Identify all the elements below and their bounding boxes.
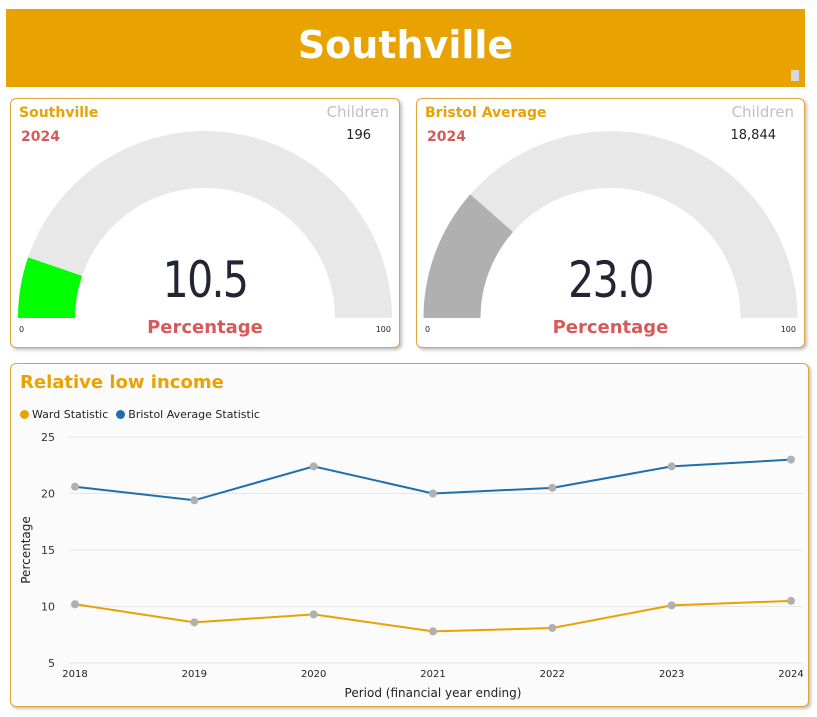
data-point-bristol <box>309 462 318 471</box>
x-tick-label: 2019 <box>182 669 207 680</box>
gauge-area-label: Bristol Average <box>425 105 547 121</box>
page-title: Southville <box>297 23 514 67</box>
chart-title: Relative low income <box>20 372 224 393</box>
x-tick-label: 2018 <box>62 669 87 680</box>
gauge-caption: Percentage <box>552 317 669 338</box>
gauge-fill <box>18 257 83 318</box>
gauge-year-label: 2024 <box>21 129 60 145</box>
gauge-max-label: 100 <box>780 325 796 334</box>
scroll-handle[interactable] <box>791 70 799 81</box>
gauge-max-label: 100 <box>375 325 391 334</box>
gauge-value: 10.5 <box>162 251 249 309</box>
data-point-ward <box>548 623 557 632</box>
gauge-track <box>423 131 798 318</box>
gauge-kind-label: Children <box>731 103 794 121</box>
gauge-min-label: 0 <box>19 325 25 334</box>
gauge-fill <box>423 194 513 318</box>
y-tick-label: 25 <box>41 431 55 444</box>
gauge-year-label: 2024 <box>427 129 466 145</box>
y-axis-label: Percentage <box>19 516 33 584</box>
gauge-min-label: 0 <box>425 325 431 334</box>
legend-swatch-bristol <box>116 410 126 419</box>
gauge-count-value: 196 <box>346 128 371 143</box>
x-tick-label: 2024 <box>778 669 803 680</box>
x-tick-label: 2020 <box>301 669 326 680</box>
data-point-ward <box>429 627 437 636</box>
x-tick-label: 2022 <box>540 669 565 680</box>
gauge-dial <box>423 131 798 318</box>
gauge-area-label: Southville <box>19 105 99 121</box>
series-line-ward <box>74 599 792 633</box>
chart-legend: Ward Statistic Bristol Average Statistic <box>20 408 260 421</box>
header-banner: Southville <box>6 9 805 87</box>
data-point-ward <box>787 596 795 605</box>
data-point-bristol <box>548 483 557 492</box>
gauge-kind-label: Children <box>326 103 389 121</box>
data-point-bristol <box>667 462 676 471</box>
x-axis-label: Period (financial year ending) <box>345 686 522 700</box>
x-tick-label: 2021 <box>420 669 445 680</box>
gauge-value: 23.0 <box>568 251 654 309</box>
gauge-caption: Percentage <box>147 317 263 338</box>
data-point-ward <box>667 601 676 610</box>
gauge-count-value: 18,844 <box>730 128 777 143</box>
x-tick-label: 2023 <box>659 669 684 680</box>
gauge-card-southville: Southville 2024 Children 196 10.5 Percen… <box>10 98 400 348</box>
gauge-card-bristol: Bristol Average 2024 Children 18,844 23.… <box>416 98 805 348</box>
y-tick-label: 10 <box>41 601 55 614</box>
data-point-bristol <box>429 489 437 498</box>
legend-item-bristol[interactable]: Bristol Average Statistic <box>116 408 260 421</box>
data-point-bristol <box>190 496 199 505</box>
y-tick-label: 5 <box>48 657 55 670</box>
data-point-ward <box>190 618 199 627</box>
gauge-track <box>18 131 392 318</box>
legend-item-ward[interactable]: Ward Statistic <box>20 408 108 421</box>
y-tick-label: 15 <box>41 544 55 557</box>
line-chart-card: Relative low income Ward Statistic Brist… <box>10 363 809 707</box>
data-point-ward <box>309 610 318 619</box>
data-point-bristol <box>787 455 795 464</box>
legend-label-bristol: Bristol Average Statistic <box>128 408 260 421</box>
data-point-bristol <box>71 482 79 491</box>
legend-swatch-ward <box>20 410 29 419</box>
gauge-dial <box>18 131 392 318</box>
data-point-ward <box>71 600 79 609</box>
legend-label-ward: Ward Statistic <box>32 408 109 421</box>
y-tick-label: 20 <box>41 488 55 501</box>
line-chart: 5 10 15 20 25 2018 2019 2020 2021 2022 2023 2024 Per… <box>19 431 804 700</box>
